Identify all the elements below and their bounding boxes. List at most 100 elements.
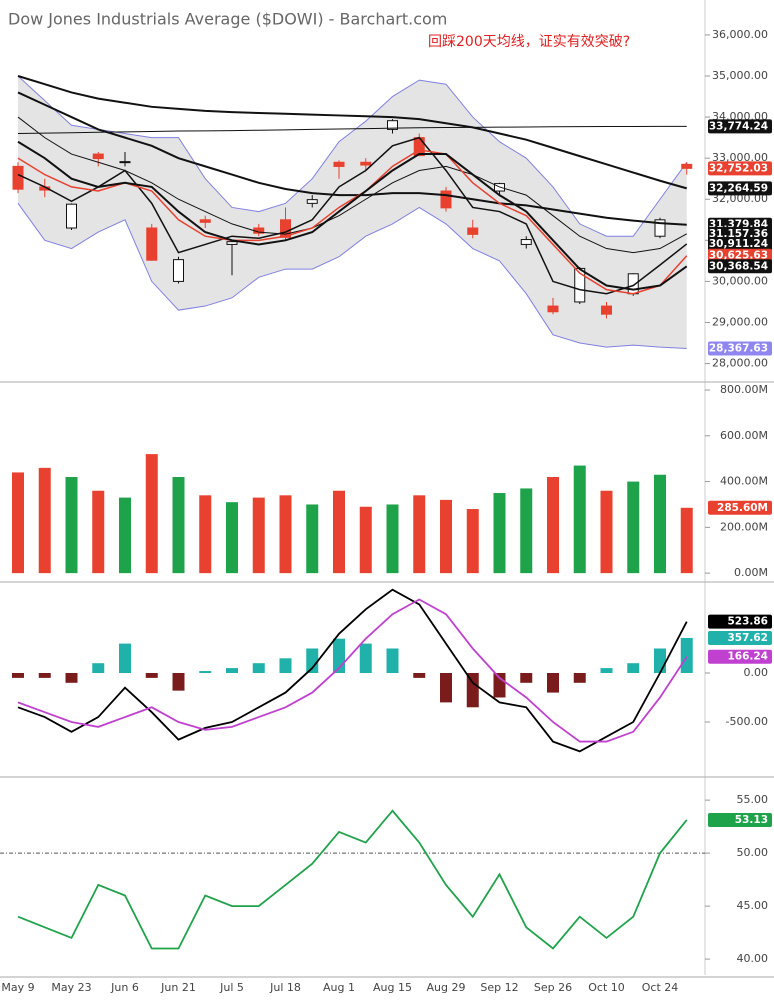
moving-average [17, 116, 687, 254]
candle-body [547, 305, 559, 313]
macd-histogram [573, 672, 586, 683]
volume-bar [279, 495, 292, 574]
value-tag [708, 161, 772, 176]
bollinger-upper [17, 75, 688, 237]
value-tag-label: 285.60M [717, 502, 768, 514]
value-tag-label: 30,625.63 [709, 250, 768, 262]
macd-histogram [680, 637, 693, 673]
value-tag [708, 248, 772, 263]
candle-body [119, 161, 131, 164]
chart-title: Dow Jones Industrials Average ($DOWI) - … [8, 10, 447, 29]
volume-bar [119, 497, 131, 574]
x-tick-label: May 23 [51, 981, 91, 994]
volume-bar [65, 477, 78, 574]
volume-bar [226, 502, 238, 574]
macd-histogram [547, 672, 559, 693]
x-tick-label: Sep 12 [480, 981, 518, 994]
candle-body [601, 305, 612, 315]
macd-histogram [252, 663, 265, 673]
candle-body [226, 241, 238, 245]
bollinger-fill [18, 76, 687, 349]
candle-body [306, 199, 318, 204]
volume-bar [413, 495, 426, 574]
y-tick-label: 32,000.00 [712, 192, 768, 205]
volume-bar [92, 490, 105, 574]
value-tag [708, 630, 772, 645]
y-tick-label: 0.00M [734, 566, 768, 579]
y-tick-label: 50.00 [737, 846, 769, 859]
value-tag-label: 166.24 [727, 651, 768, 663]
macd-histogram [145, 672, 158, 678]
value-tag-label: 31,157.36 [709, 228, 768, 240]
x-tick-label: Jul 5 [219, 981, 244, 994]
volume-bar [172, 477, 185, 574]
x-tick-label: Aug 15 [373, 981, 412, 994]
candle-body [520, 239, 532, 245]
candle-body [333, 161, 345, 167]
volume-bar [493, 493, 506, 574]
macd-histogram [654, 648, 666, 673]
macd-histogram [520, 672, 533, 683]
volume-bar [600, 490, 613, 574]
value-tag [708, 236, 772, 251]
macd-histogram [119, 643, 131, 673]
macd-histogram [359, 643, 372, 673]
macd-histogram [306, 648, 319, 673]
x-tick-label: Oct 24 [642, 981, 679, 994]
macd-histogram [65, 672, 78, 683]
candle-body [387, 120, 398, 130]
volume-bar [547, 477, 559, 574]
x-tick-label: Aug 1 [323, 981, 355, 994]
moving-average [17, 125, 687, 135]
value-tag [708, 812, 772, 827]
y-tick-label: 600.00M [720, 429, 768, 442]
moving-average [17, 75, 688, 190]
value-tag-label: 53.13 [735, 814, 768, 826]
candle-body [92, 153, 104, 160]
value-tag [708, 500, 772, 515]
value-tag [708, 341, 772, 356]
volume-bar [680, 507, 693, 574]
macd-histogram [226, 668, 238, 673]
macd-histogram [413, 672, 426, 678]
moving-average [17, 140, 688, 291]
y-tick-label: 30,000.00 [712, 274, 768, 287]
candle-body [681, 163, 693, 169]
value-tag [708, 614, 772, 629]
volume-bar [199, 495, 212, 574]
y-tick-label: -500.00 [726, 715, 768, 728]
y-tick-label: 0.00 [744, 666, 769, 679]
y-tick-label: 36,000.00 [712, 28, 768, 41]
macd-histogram [466, 672, 479, 708]
candle-body [467, 227, 479, 235]
value-tag-label: 33,774.24 [709, 120, 768, 132]
y-tick-label: 200.00M [720, 520, 768, 533]
volume-bar [38, 467, 51, 574]
macd-line [17, 588, 688, 753]
macd-histogram [440, 672, 452, 703]
candle-body [440, 190, 452, 209]
volume-bar [359, 506, 372, 574]
value-tag [708, 649, 772, 664]
macd-histogram [92, 663, 105, 673]
value-tag [708, 119, 772, 134]
volume-bar [627, 481, 640, 574]
y-tick-label: 33,000.00 [712, 151, 768, 164]
volume-bar [145, 454, 158, 574]
value-tag-label: 30,911.24 [709, 238, 768, 250]
volume-bar [440, 499, 452, 574]
macd-histogram [12, 672, 24, 678]
volume-bar [386, 504, 399, 574]
x-tick-label: Jul 18 [269, 981, 301, 994]
x-tick-label: May 9 [1, 981, 34, 994]
rsi-line [17, 809, 688, 950]
macd-histogram [627, 663, 640, 673]
value-tag-label: 32,264.59 [709, 182, 768, 194]
volume-bar [654, 474, 666, 574]
x-tick-label: Jun 21 [160, 981, 196, 994]
x-tick-label: Jun 6 [110, 981, 139, 994]
y-tick-label: 35,000.00 [712, 69, 768, 82]
macd-line [17, 598, 688, 743]
x-tick-label: Aug 29 [427, 981, 466, 994]
